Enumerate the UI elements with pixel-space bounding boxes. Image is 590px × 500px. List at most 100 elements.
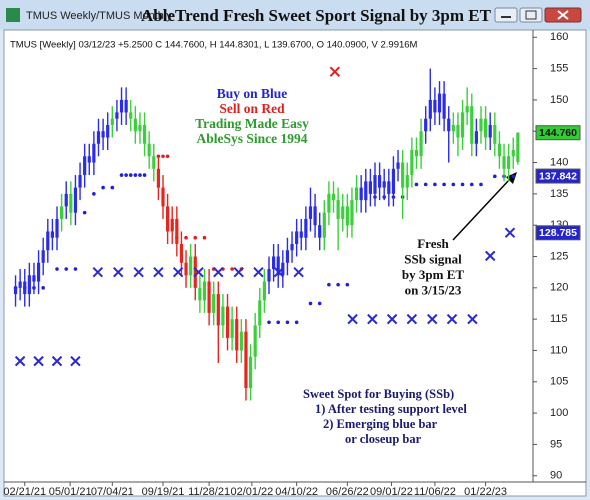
stop-dot bbox=[92, 192, 96, 196]
stop-dot bbox=[230, 267, 234, 271]
candle-body bbox=[115, 112, 119, 119]
stop-dot bbox=[161, 154, 165, 159]
y-tick-label: 100 bbox=[550, 407, 568, 419]
candle-body bbox=[189, 256, 193, 276]
candle-body bbox=[179, 243, 184, 263]
stop-dot bbox=[308, 301, 313, 306]
stop-dot bbox=[433, 182, 437, 187]
candle-body bbox=[396, 162, 400, 169]
candle-body bbox=[479, 118, 483, 132]
candle-body bbox=[368, 181, 372, 194]
signal-marker bbox=[484, 250, 496, 262]
legend-note: AbleSys Since 1994 bbox=[196, 131, 307, 146]
candle-body bbox=[78, 175, 82, 188]
minimize-button[interactable] bbox=[494, 7, 518, 23]
candle-body bbox=[447, 118, 451, 132]
stop-dot bbox=[317, 301, 322, 306]
candle-body bbox=[483, 118, 488, 138]
candle-body bbox=[262, 281, 266, 301]
candle-body bbox=[318, 225, 322, 238]
signal-marker bbox=[367, 313, 378, 325]
candle-body bbox=[460, 112, 465, 138]
stop-dot bbox=[119, 173, 124, 177]
candle-body bbox=[202, 281, 207, 301]
legend-note: Trading Made Easy bbox=[195, 116, 309, 131]
signal-marker bbox=[213, 266, 224, 278]
maximize-button[interactable] bbox=[519, 7, 543, 23]
candle-body bbox=[470, 106, 474, 144]
stop-dot bbox=[276, 320, 281, 325]
y-tick-label: 140 bbox=[550, 156, 568, 168]
x-tick-label: 09/01/22 bbox=[370, 486, 413, 498]
y-tick-label: 105 bbox=[550, 376, 568, 388]
candle-body bbox=[382, 181, 386, 188]
candle-body bbox=[387, 181, 391, 194]
stop-dot bbox=[267, 320, 271, 325]
candle-body bbox=[285, 250, 290, 263]
candle-body bbox=[474, 131, 478, 144]
candle-body bbox=[69, 193, 73, 213]
stop-dot bbox=[460, 182, 465, 187]
x-tick-label: 04/10/22 bbox=[275, 486, 318, 498]
candle-body bbox=[18, 281, 22, 288]
x-tick-label: 07/04/21 bbox=[91, 486, 134, 498]
stop-dot bbox=[327, 282, 331, 287]
candle-body bbox=[313, 206, 317, 226]
signal-marker bbox=[193, 266, 204, 278]
stop-dot bbox=[64, 267, 69, 271]
signal-marker bbox=[347, 313, 358, 325]
x-tick-label: 11/28/21 bbox=[188, 486, 230, 498]
candle-body bbox=[424, 118, 428, 132]
candle-body bbox=[308, 206, 313, 219]
ssb-note: or closeup bar bbox=[345, 432, 422, 446]
candle-body bbox=[359, 187, 363, 201]
stop-dot bbox=[142, 173, 147, 177]
price-label-box bbox=[535, 168, 581, 184]
candle-body bbox=[465, 106, 469, 113]
candle-body bbox=[373, 175, 377, 194]
candle-body bbox=[193, 256, 197, 288]
signal-arrow bbox=[452, 178, 511, 241]
candle-body bbox=[493, 124, 497, 144]
candle-body bbox=[378, 175, 382, 188]
signal-marker bbox=[427, 313, 438, 325]
stop-dot bbox=[336, 282, 340, 287]
candle-body bbox=[244, 331, 248, 389]
y-tick-label: 160 bbox=[550, 31, 568, 43]
candle-body bbox=[364, 181, 368, 201]
candle-body bbox=[106, 124, 110, 138]
signal-marker bbox=[293, 266, 304, 278]
window-icon bbox=[6, 8, 20, 22]
candle-body bbox=[230, 319, 234, 338]
x-tick-label: 11/06/22 bbox=[414, 486, 456, 498]
candle-body bbox=[216, 294, 220, 326]
price-label: 128.785 bbox=[539, 227, 577, 239]
candle-body bbox=[50, 231, 55, 238]
candle-body bbox=[96, 131, 101, 144]
signal-marker bbox=[233, 266, 244, 278]
candle-body bbox=[433, 99, 437, 113]
signal-marker bbox=[113, 266, 124, 278]
candle-body bbox=[437, 93, 442, 113]
signal-marker bbox=[406, 313, 418, 325]
signal-marker bbox=[51, 355, 63, 367]
signal-marker bbox=[92, 266, 104, 278]
chart-title: AbleTrend Fresh Sweet Sport Signal by 3p… bbox=[141, 6, 492, 25]
signal-marker bbox=[467, 313, 478, 325]
chart-area bbox=[3, 29, 587, 497]
candle-body bbox=[401, 162, 405, 188]
x-tick-label: 06/26/22 bbox=[326, 486, 369, 498]
candle-body bbox=[110, 118, 114, 125]
candle-body bbox=[23, 281, 27, 295]
ssb-note: Sweet Spot for Buying (SSb) bbox=[303, 387, 454, 401]
x-tick-label: 05/01/21 bbox=[49, 486, 92, 498]
quote-header: TMUS [Weekly] 03/12/23 +5.2500 C 144.760… bbox=[10, 40, 418, 51]
candle-body bbox=[36, 262, 41, 282]
signal-marker bbox=[273, 266, 285, 278]
stop-dot bbox=[124, 173, 128, 177]
stop-dot bbox=[294, 320, 299, 325]
candle-body bbox=[124, 99, 128, 113]
